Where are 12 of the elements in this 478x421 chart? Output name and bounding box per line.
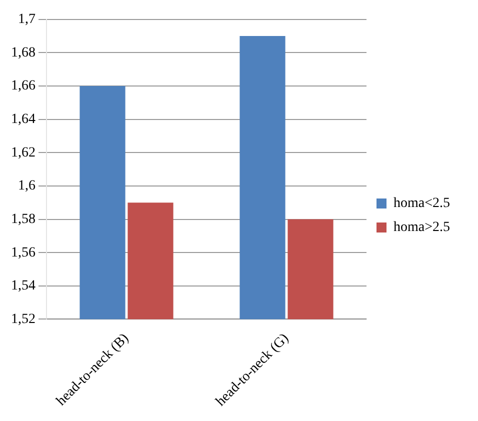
y-tick-label: 1,58 bbox=[11, 212, 36, 227]
y-tick-label: 1,62 bbox=[11, 145, 36, 160]
y-tick-label: 1,54 bbox=[11, 278, 36, 294]
legend-label: homa>2.5 bbox=[394, 220, 450, 236]
y-tick-label: 1,7 bbox=[18, 12, 36, 28]
y-tick-label: 1,66 bbox=[11, 78, 36, 94]
y-tick-label: 1,56 bbox=[11, 245, 36, 260]
y-tick-label: 1,68 bbox=[11, 45, 36, 60]
legend-label: homa<2.5 bbox=[394, 196, 450, 212]
y-tick-label: 1,6 bbox=[18, 178, 36, 194]
y-tick-label: 1,52 bbox=[11, 312, 36, 327]
y-tick-label: 1,64 bbox=[11, 112, 36, 128]
